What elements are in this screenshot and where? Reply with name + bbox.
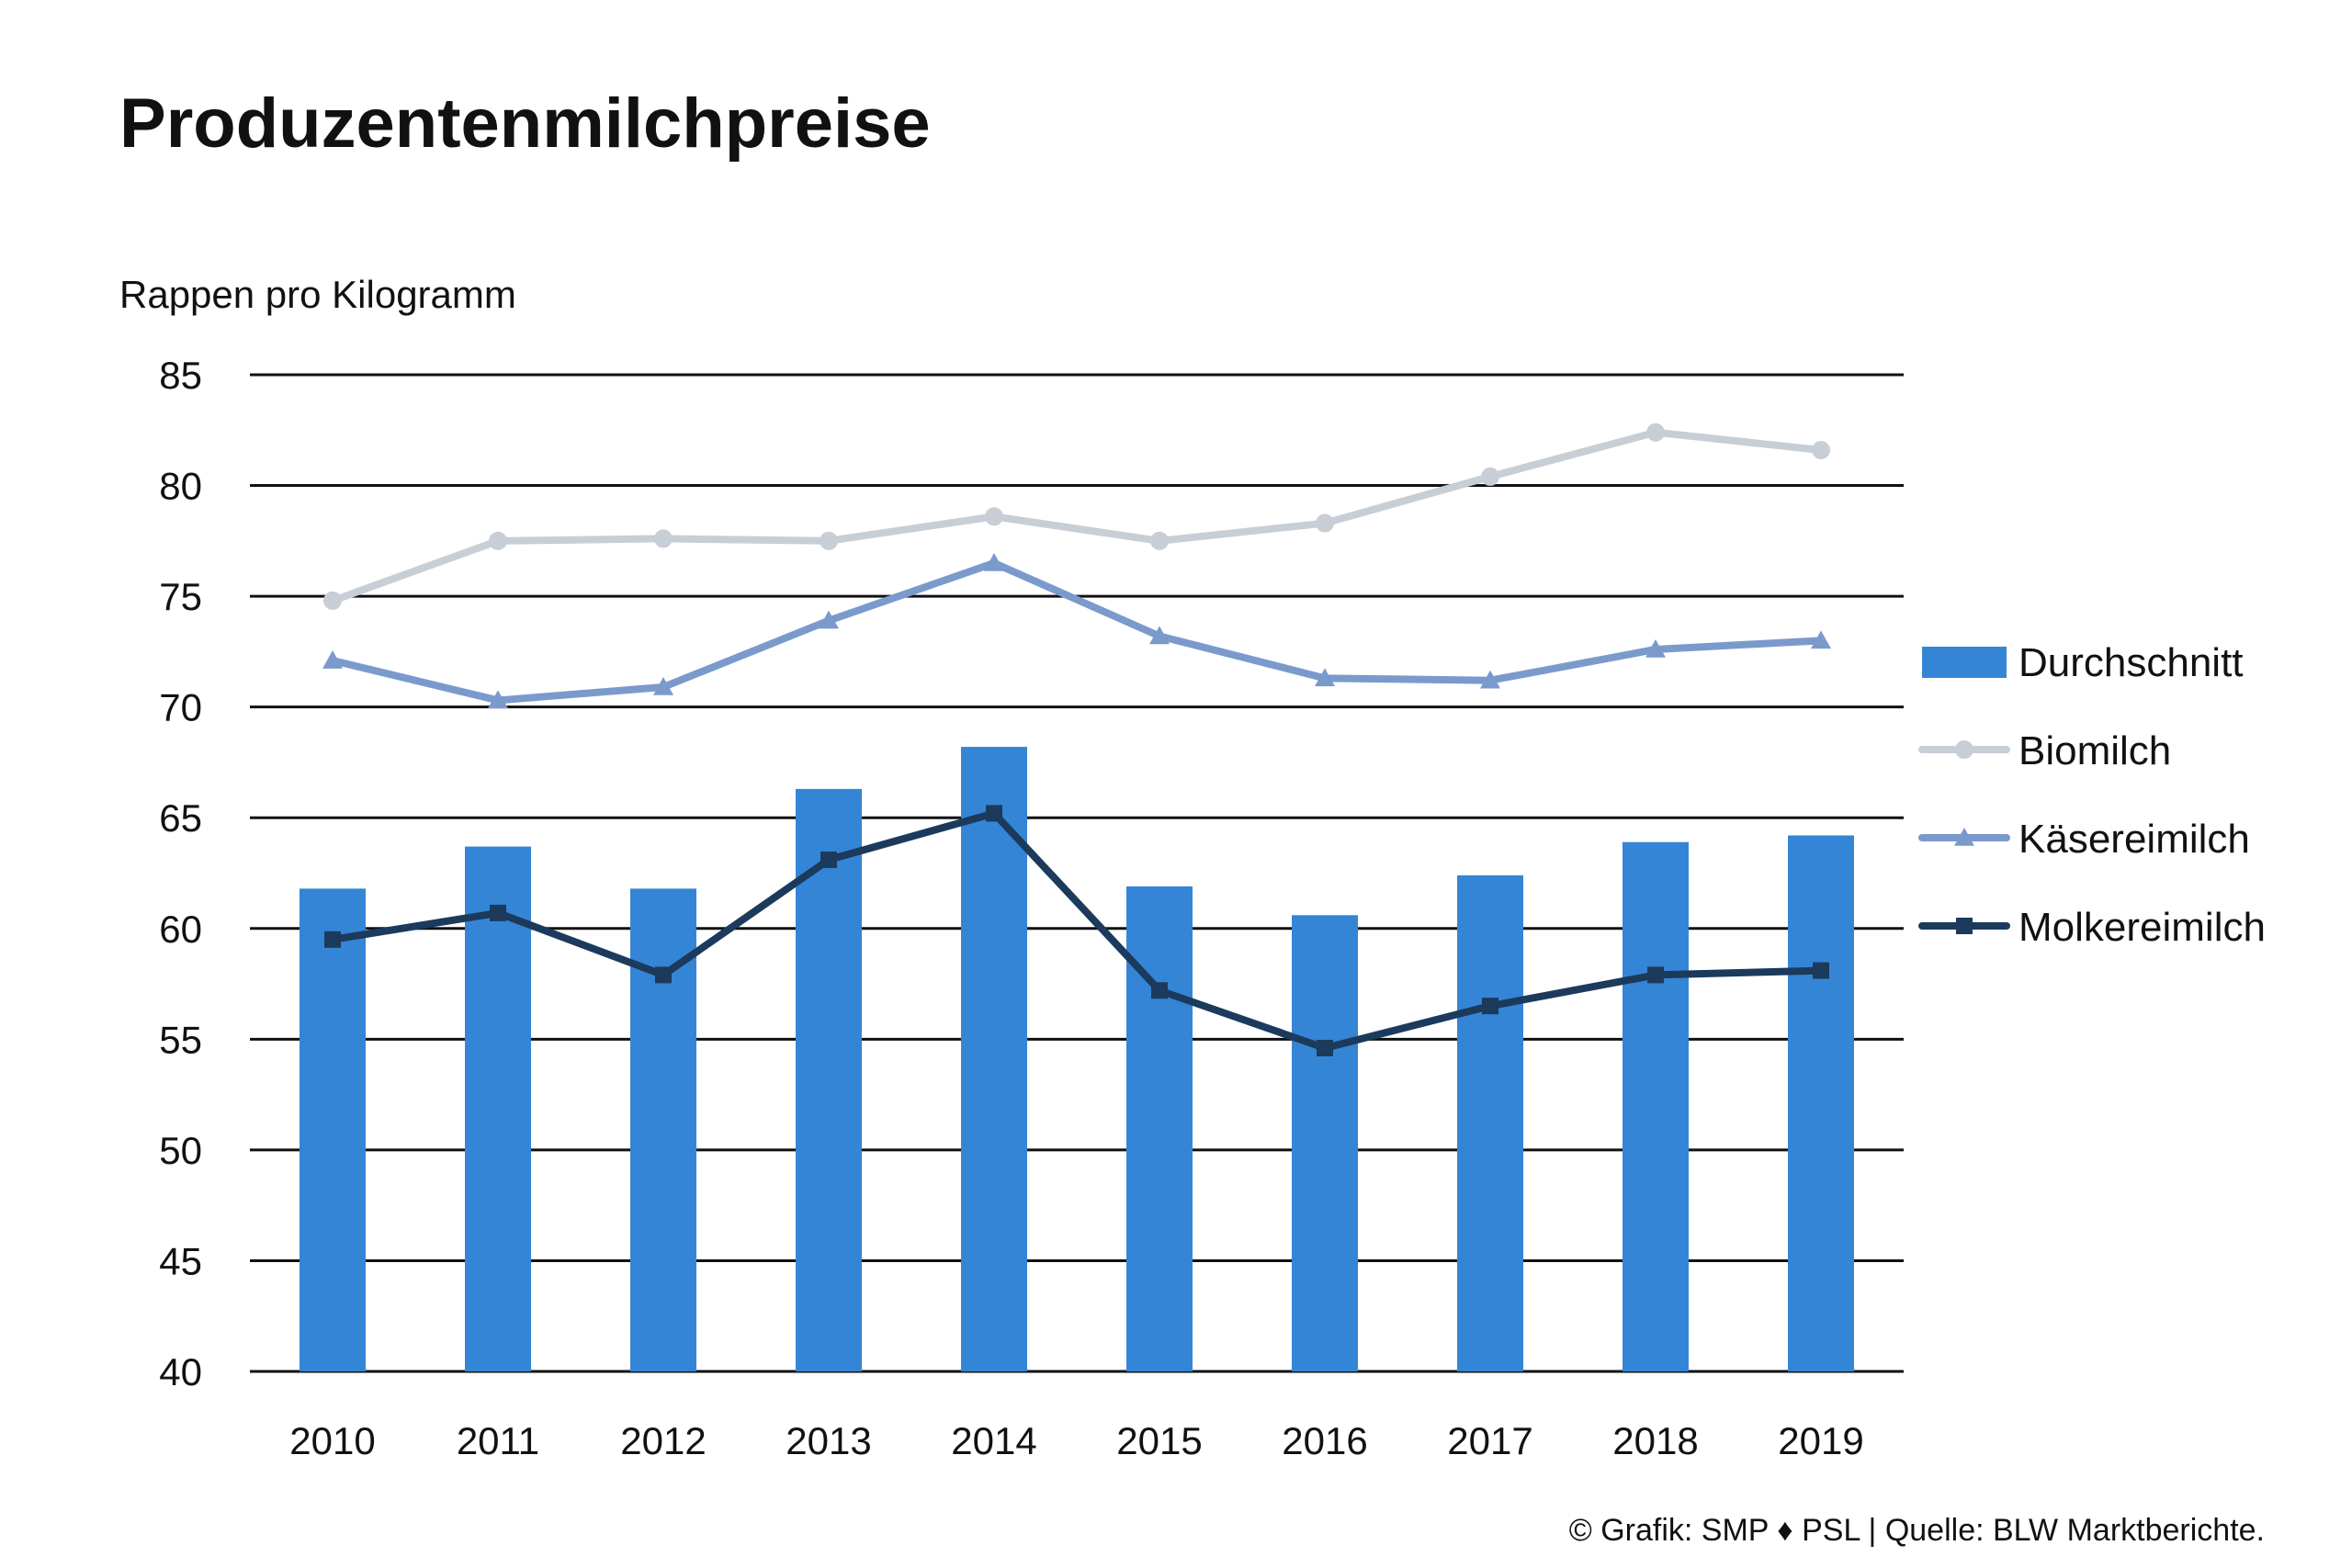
- x-tick-label: 2019: [1778, 1419, 1863, 1462]
- y-tick-label: 75: [159, 575, 202, 618]
- y-tick-label: 60: [159, 908, 202, 951]
- y-tick-label: 40: [159, 1350, 202, 1393]
- point-biomilch: [1316, 513, 1334, 533]
- x-tick-label: 2018: [1612, 1419, 1698, 1462]
- y-axis-unit-label: Rappen pro Kilogramm: [119, 273, 516, 316]
- y-tick-labels: 40 45 50 55 60 65 70 75 80 85: [159, 354, 202, 1393]
- point-biomilch: [985, 507, 1003, 526]
- point-biomilch: [489, 531, 507, 550]
- point-molkereimilch: [1151, 982, 1168, 999]
- y-tick-label: 85: [159, 354, 202, 397]
- point-biomilch: [1481, 467, 1499, 486]
- legend-label-biomilch: Biomilch: [2018, 728, 2171, 773]
- point-molkereimilch: [490, 904, 506, 921]
- legend-label-k-sereimilch: Käsereimilch: [2018, 817, 2250, 862]
- x-tick-label: 2013: [786, 1419, 871, 1462]
- point-biomilch: [1646, 423, 1665, 442]
- y-tick-label: 80: [159, 465, 202, 508]
- point-molkereimilch: [1482, 998, 1498, 1015]
- legend: Durchschnitt Biomilch Käsereimilch Molkerei…: [1918, 640, 2266, 950]
- y-tick-label: 70: [159, 686, 202, 729]
- legend-label-molkereimilch: Molkereimilch: [2018, 905, 2266, 950]
- bar-durchschnitt: [1788, 835, 1854, 1371]
- point-molkereimilch: [1813, 962, 1829, 979]
- legend-label-durchschnitt: Durchschnitt: [2018, 640, 2244, 685]
- bar-durchschnitt: [1126, 886, 1193, 1371]
- point-k-sereimilch: [1315, 668, 1335, 687]
- y-tick-label: 45: [159, 1239, 202, 1282]
- point-molkereimilch: [324, 931, 341, 948]
- point-molkereimilch: [1647, 966, 1664, 984]
- point-biomilch: [820, 531, 838, 550]
- line-biomilch: [329, 428, 1825, 604]
- point-k-sereimilch: [1645, 638, 1666, 658]
- point-k-sereimilch: [488, 690, 508, 709]
- bar-durchschnitt: [961, 747, 1027, 1371]
- point-k-sereimilch: [322, 650, 343, 669]
- y-tick-label: 65: [159, 796, 202, 840]
- point-biomilch: [323, 591, 342, 610]
- legend-marker-k-sereimilch: [1954, 828, 1974, 846]
- legend-marker-molkereimilch: [1956, 918, 1973, 934]
- line-k-sereimilch: [329, 558, 1825, 705]
- x-tick-label: 2011: [457, 1419, 539, 1462]
- bar-durchschnitt: [1457, 874, 1523, 1371]
- x-tick-label: 2015: [1116, 1419, 1202, 1462]
- x-tick-label: 2012: [620, 1419, 706, 1462]
- point-biomilch: [654, 529, 673, 548]
- bars: [300, 747, 1854, 1371]
- legend-marker-biomilch: [1955, 740, 1973, 759]
- point-molkereimilch: [1317, 1039, 1333, 1056]
- lines: [322, 423, 1831, 1056]
- bar-durchschnitt: [1623, 841, 1689, 1371]
- point-molkereimilch: [986, 805, 1002, 822]
- point-k-sereimilch: [653, 676, 673, 695]
- point-molkereimilch: [820, 852, 837, 869]
- y-tick-label: 50: [159, 1129, 202, 1172]
- x-tick-label: 2017: [1447, 1419, 1532, 1462]
- point-k-sereimilch: [819, 610, 839, 629]
- point-molkereimilch: [655, 966, 672, 984]
- source-note: © Grafik: SMP ♦ PSL | Quelle: BLW Marktb…: [1569, 1513, 2265, 1548]
- line-molkereimilch: [329, 809, 1825, 1052]
- bar-durchschnitt: [1292, 915, 1358, 1371]
- x-tick-label: 2010: [289, 1419, 375, 1462]
- y-tick-label: 55: [159, 1018, 202, 1061]
- chart-title: Produzentenmilchpreise: [119, 85, 931, 163]
- bar-durchschnitt: [465, 846, 531, 1371]
- bar-durchschnitt: [300, 888, 366, 1371]
- point-k-sereimilch: [1149, 626, 1170, 645]
- point-k-sereimilch: [984, 552, 1004, 571]
- x-tick-labels: 2010 2011 2012 2013 2014 2015 2016 2017 2018 2019: [289, 1419, 1863, 1462]
- point-biomilch: [1812, 440, 1830, 459]
- bar-durchschnitt: [796, 788, 862, 1371]
- x-tick-label: 2014: [951, 1419, 1036, 1462]
- legend-swatch-durchschnitt: [1922, 647, 2007, 678]
- point-biomilch: [1150, 531, 1169, 550]
- point-k-sereimilch: [1811, 630, 1831, 649]
- x-tick-label: 2016: [1282, 1419, 1367, 1462]
- point-k-sereimilch: [1480, 670, 1500, 689]
